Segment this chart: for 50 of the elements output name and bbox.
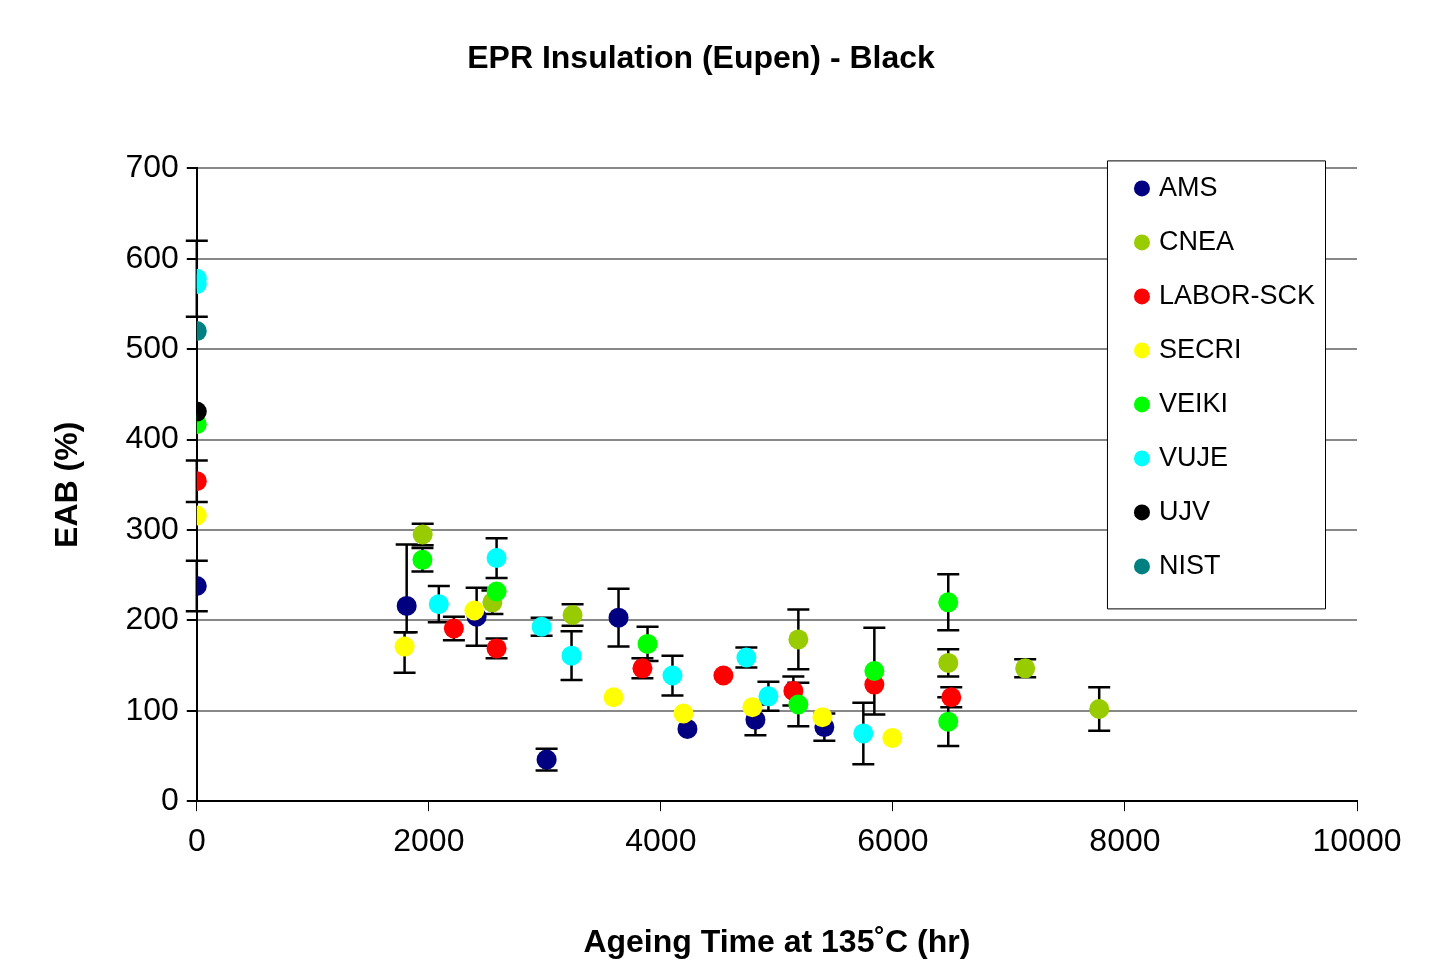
y-tick-label: 500 — [125, 329, 179, 366]
x-tick-label: 10000 — [1312, 822, 1402, 859]
point — [603, 687, 624, 708]
legend-label: AMS — [1158, 171, 1218, 202]
point — [853, 723, 874, 744]
point — [864, 661, 885, 682]
legend-label: VUJE — [1158, 441, 1228, 472]
point — [788, 694, 809, 715]
legend-label: VEIKI — [1158, 387, 1228, 418]
point — [938, 652, 959, 673]
y-tick-label: 400 — [125, 419, 179, 456]
legend-label: NIST — [1158, 549, 1221, 580]
legend-label: LABOR-SCK — [1158, 279, 1316, 310]
x-tick-label: 2000 — [393, 822, 465, 859]
point — [662, 665, 683, 686]
x-tick-label: 6000 — [857, 822, 929, 859]
point — [561, 645, 582, 666]
point — [812, 707, 833, 728]
point — [938, 592, 959, 613]
chart-title: EPR Insulation (Eupen) - Black — [467, 39, 936, 76]
point — [1089, 698, 1110, 719]
x-tick-label: 0 — [187, 822, 206, 859]
legend-label: SECRI — [1158, 333, 1242, 364]
point — [637, 633, 658, 654]
point — [788, 629, 809, 650]
point — [882, 727, 903, 748]
y-axis-title: EAB (%) — [48, 421, 85, 548]
point — [673, 703, 694, 724]
point — [464, 600, 485, 621]
y-tick-label: 700 — [125, 148, 179, 185]
y-tick-label: 300 — [125, 509, 179, 546]
point — [396, 595, 417, 616]
y-tick-label: 100 — [125, 690, 179, 727]
x-axis-title: Ageing Time at 135˚C (hr) — [583, 922, 971, 959]
point — [608, 607, 629, 628]
point — [486, 548, 507, 569]
y-tick-label: 0 — [160, 781, 179, 818]
point — [758, 686, 779, 707]
legend-label: UJV — [1158, 495, 1210, 526]
point — [742, 697, 763, 718]
point — [428, 594, 449, 615]
y-tick-label: 600 — [125, 238, 179, 275]
point — [713, 665, 734, 686]
legend-label: CNEA — [1158, 225, 1234, 256]
x-tick-label: 4000 — [625, 822, 697, 859]
x-tick-label: 8000 — [1089, 822, 1161, 859]
point — [938, 711, 959, 732]
point — [394, 636, 415, 657]
point — [486, 581, 507, 602]
y-tick-label: 200 — [125, 600, 179, 637]
